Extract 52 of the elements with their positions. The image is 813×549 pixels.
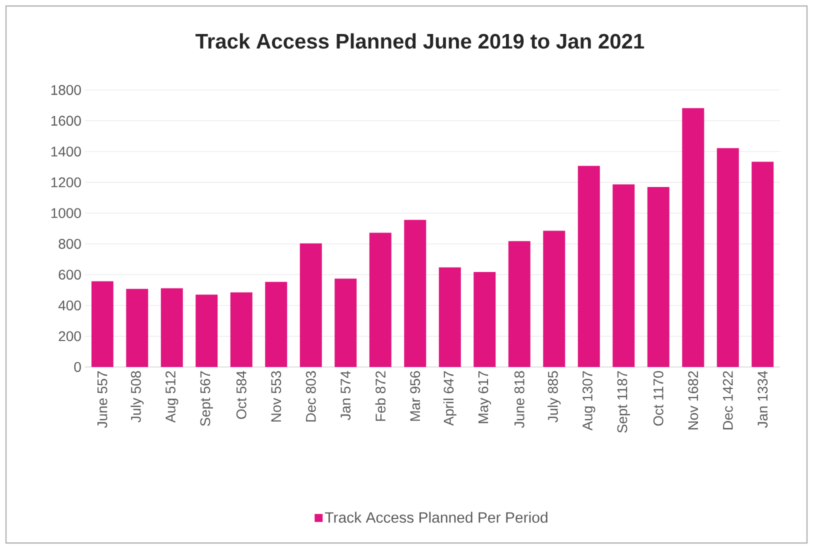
chart-title: Track Access Planned June 2019 to Jan 2021 (196, 33, 644, 49)
y-tick-label: 1800 (51, 85, 81, 95)
x-tick-label: Jan 574 (340, 370, 351, 420)
bar (508, 241, 530, 367)
bar (438, 267, 461, 367)
y-tick-label: 600 (58, 270, 81, 280)
y-tick-label: 0 (74, 362, 81, 372)
x-tick-label: Sept 567 (200, 371, 213, 426)
bar (265, 282, 288, 367)
y-tick-label: 1000 (51, 208, 81, 218)
x-tick-label: Dec 1422 (722, 371, 733, 430)
bar (300, 243, 322, 367)
bar (578, 166, 600, 367)
x-tick-label: Oct 584 (236, 370, 246, 419)
x-tick-label: Oct 1170 (653, 371, 664, 426)
x-tick-label: July 508 (130, 371, 144, 422)
y-tick-label: 1400 (51, 146, 81, 157)
bar (196, 294, 218, 367)
bar (612, 184, 635, 367)
x-tick-label: Dec 803 (306, 371, 316, 422)
x-tick-label: June 557 (97, 371, 108, 428)
y-tick-label: 400 (58, 300, 81, 310)
bar (543, 230, 566, 367)
x-tick-label: May 617 (478, 371, 491, 424)
bar (230, 292, 252, 367)
x-tick-label: Jan 1334 (758, 370, 768, 428)
x-tick-label: June 818 (514, 371, 524, 428)
bar (682, 108, 704, 367)
legend-label: Track Access Planned Per Period (324, 512, 548, 523)
bar (160, 288, 183, 367)
y-tick-label: 1600 (51, 116, 81, 126)
y-tick-label: 1200 (51, 177, 81, 188)
x-tick-label: Nov 1682 (688, 371, 698, 430)
bar (752, 162, 774, 367)
x-tick-label: April 647 (443, 371, 456, 426)
x-tick-label: Aug 512 (166, 371, 178, 423)
bar (474, 272, 496, 367)
x-tick-label: Mar 956 (410, 371, 420, 421)
x-tick-label: Sept 1187 (617, 371, 630, 433)
bar (369, 232, 392, 367)
bar (334, 278, 357, 367)
bar (404, 220, 426, 367)
y-tick-label: 800 (58, 238, 81, 249)
x-tick-label: July 885 (548, 371, 561, 422)
bar (126, 288, 148, 367)
bar (716, 148, 739, 367)
bar (91, 281, 114, 367)
y-tick-label: 200 (58, 331, 81, 342)
bar (647, 186, 670, 367)
x-tick-label: Nov 553 (271, 371, 282, 422)
x-tick-label: Aug 1307 (582, 371, 596, 430)
x-tick-label: Feb 872 (375, 371, 386, 421)
